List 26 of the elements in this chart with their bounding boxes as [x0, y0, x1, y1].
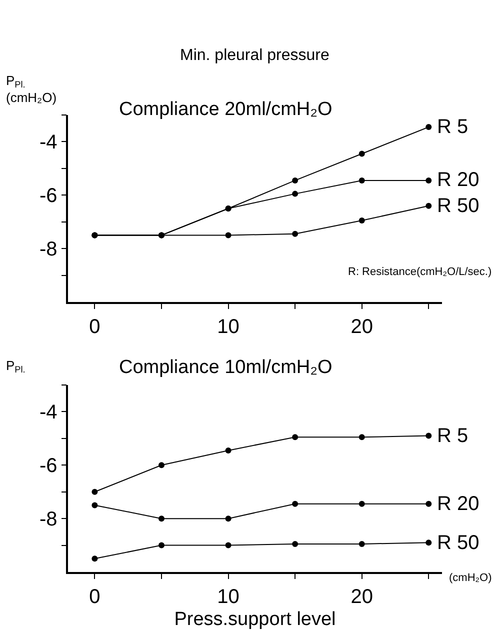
y-tick-label: -8 — [39, 508, 58, 531]
annotation: R: Resistance(cmH₂O/L/sec.) — [348, 266, 492, 278]
series-label: R 20 — [437, 169, 480, 191]
x-axis-title: Press.support level — [174, 609, 336, 630]
x-tick-label: 0 — [89, 586, 100, 608]
series-label: R 5 — [437, 425, 468, 447]
x-tick-label: 0 — [89, 316, 100, 338]
x-tick-label: 10 — [217, 316, 240, 338]
text: (cmH₂O) — [449, 572, 492, 584]
y-tick-label: -6 — [39, 185, 58, 208]
x-tick-label: 20 — [350, 316, 373, 338]
series-label: R 20 — [437, 493, 480, 515]
x-tick-label: 20 — [350, 586, 373, 608]
y-tick-label: -8 — [39, 238, 58, 261]
chart-title: Min. pleural pressure — [180, 47, 330, 64]
series-label: R 50 — [437, 195, 480, 217]
x-tick-label: 10 — [217, 586, 240, 608]
y-tick-label: -4 — [39, 402, 58, 424]
y-axis-title: P$_{Pl.}$ (cmH₂O) — [6, 73, 57, 105]
y-tick-label: -4 — [39, 132, 58, 154]
chart-subtitle: Compliance 20ml/cmH₂O — [119, 99, 332, 120]
series-label: R 5 — [437, 116, 468, 138]
y-tick-label: -6 — [39, 455, 58, 478]
y-axis-title: P$_{Pl.}$ — [6, 358, 26, 375]
series-label: R 50 — [437, 532, 480, 554]
chart-title: Compliance 10ml/cmH₂O — [119, 357, 332, 378]
